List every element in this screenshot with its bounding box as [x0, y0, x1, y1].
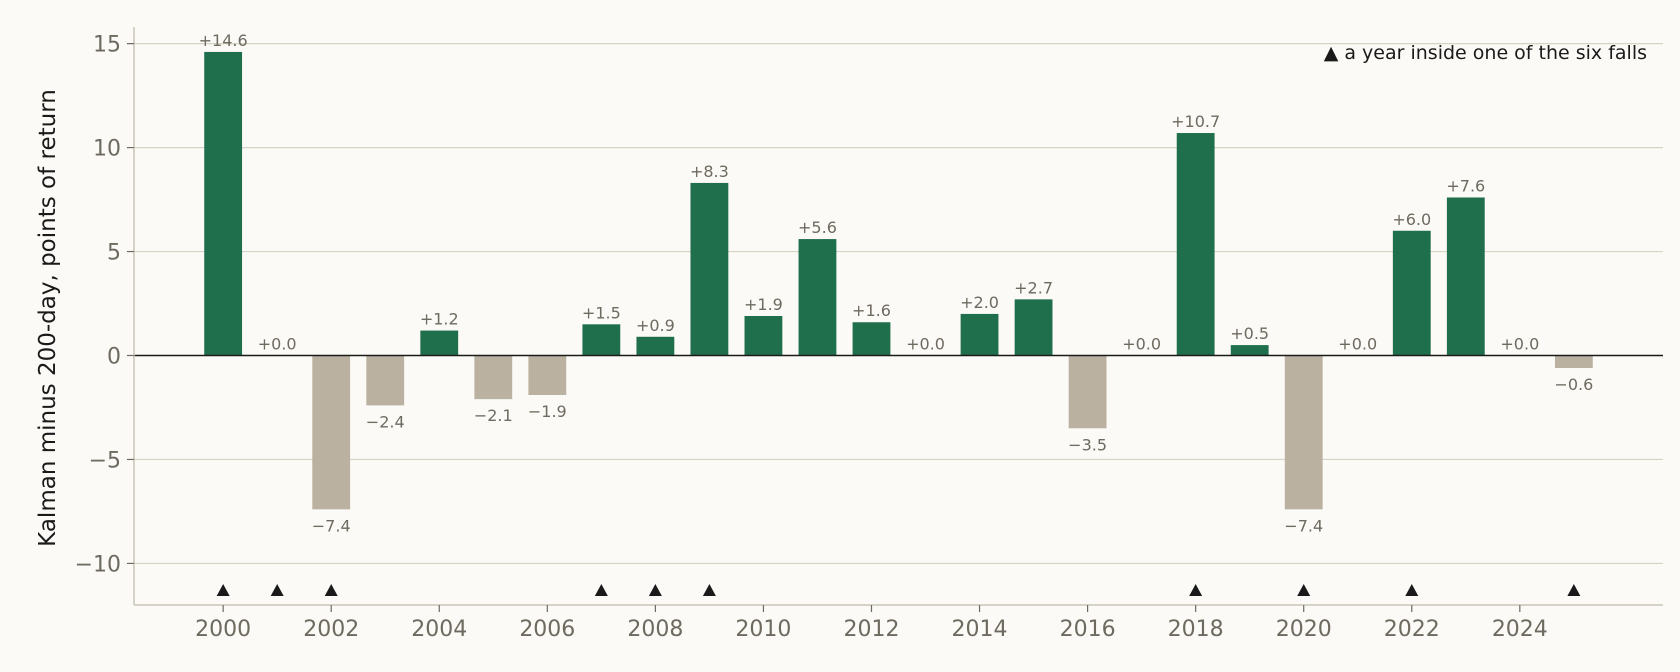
fall-year-marker: [702, 583, 716, 596]
bar: [312, 355, 351, 510]
fall-year-marker: [270, 583, 284, 596]
bar-value-label: −1.9: [528, 402, 567, 421]
bar-value-label: −3.5: [1068, 435, 1107, 454]
y-tick-label: −10: [75, 552, 121, 577]
bar-value-label: −0.6: [1554, 375, 1593, 394]
bar-value-label: −7.4: [1284, 516, 1323, 535]
y-tick-label: 5: [107, 241, 121, 266]
legend-entry: ▲ a year inside one of the six falls: [1324, 42, 1647, 64]
axes: −10 −5 0 5 10 15 2000 2002 2004 2006 2008 2010 2012 2…: [75, 27, 1663, 642]
bar: [852, 322, 891, 356]
x-tick-label: 2006: [519, 617, 575, 642]
y-tick-label: 0: [107, 345, 121, 370]
bar: [1284, 355, 1323, 510]
x-tick-label: 2012: [843, 617, 899, 642]
bar-value-label: +1.5: [582, 303, 621, 322]
legend-text: a year inside one of the six falls: [1344, 42, 1647, 64]
legend: ▲ a year inside one of the six falls: [1324, 42, 1647, 64]
x-tick-label: 2020: [1276, 617, 1332, 642]
bar-value-label: +6.0: [1392, 210, 1431, 229]
bar-value-label: +2.7: [1014, 278, 1053, 297]
bar: [1014, 299, 1053, 356]
bar: [366, 355, 405, 406]
bar-value-label: +7.6: [1446, 176, 1485, 195]
bar-value-label: +0.0: [906, 335, 945, 354]
bar: [690, 182, 729, 356]
bar-value-label: −2.1: [474, 406, 513, 425]
bar-value-label: +0.0: [1122, 335, 1161, 354]
fall-year-marker: [1405, 583, 1419, 596]
fall-year-marker: [648, 583, 662, 596]
bar: [528, 355, 567, 396]
bar-value-label: +1.2: [420, 310, 459, 329]
x-tick-label: 2010: [735, 617, 791, 642]
bar: [420, 330, 459, 356]
bar: [582, 324, 621, 356]
bar-value-label: +5.6: [798, 218, 837, 237]
bar: [204, 51, 243, 356]
y-axis-label: Kalman minus 200-day, points of return: [35, 89, 61, 547]
bar: [1230, 345, 1269, 356]
bar-value-label: −2.4: [366, 412, 405, 431]
bar-value-label: +8.3: [690, 162, 729, 181]
bars: [204, 51, 1593, 510]
bar-value-label: +14.6: [199, 31, 248, 50]
bar: [798, 239, 837, 356]
bar-value-label: +0.0: [1338, 335, 1377, 354]
bar-value-labels: +14.6 +0.0 −7.4 −2.4 +1.2 −2.1 −1.9 +1.5 +0.9 +8.…: [199, 31, 1594, 535]
bar: [744, 316, 783, 356]
bar-value-label: +1.6: [852, 301, 891, 320]
fall-year-marker: [216, 583, 230, 596]
bar-value-label: +0.5: [1230, 324, 1269, 343]
x-tick-label: 2004: [411, 617, 467, 642]
bar: [636, 336, 675, 356]
bar-value-label: +0.9: [636, 316, 675, 335]
x-tick-label: 2018: [1168, 617, 1224, 642]
x-tick-label: 2016: [1060, 617, 1116, 642]
x-tick-label: 2022: [1384, 617, 1440, 642]
bar-value-label: +2.0: [960, 293, 999, 312]
bar: [960, 313, 999, 356]
fall-year-marker: [1297, 583, 1311, 596]
x-tick-label: 2024: [1492, 617, 1548, 642]
bar-value-label: −7.4: [312, 516, 351, 535]
fall-year-marker: [1189, 583, 1203, 596]
bar: [1554, 355, 1593, 368]
bar-value-label: +1.9: [744, 295, 783, 314]
x-tick-label: 2014: [952, 617, 1008, 642]
bar: [1392, 230, 1431, 356]
bar: [1068, 355, 1107, 429]
bar-value-label: +10.7: [1171, 112, 1220, 131]
x-tick-label: 2000: [195, 617, 251, 642]
bar-value-label: +0.0: [1500, 335, 1539, 354]
x-tick-label: 2008: [627, 617, 683, 642]
bar: [474, 355, 513, 400]
x-tick-label: 2002: [303, 617, 359, 642]
fall-year-marker: [594, 583, 608, 596]
fall-year-marker: [324, 583, 338, 596]
y-tick-label: 10: [93, 137, 121, 162]
y-tick-label: −5: [89, 448, 121, 473]
y-tick-label: 15: [93, 33, 121, 58]
bar-value-label: +0.0: [258, 335, 297, 354]
bar: [1446, 197, 1485, 356]
fall-year-markers: [216, 583, 1581, 596]
legend-triangle-icon: ▲: [1324, 42, 1339, 64]
fall-year-marker: [1567, 583, 1581, 596]
bar: [1176, 133, 1215, 356]
